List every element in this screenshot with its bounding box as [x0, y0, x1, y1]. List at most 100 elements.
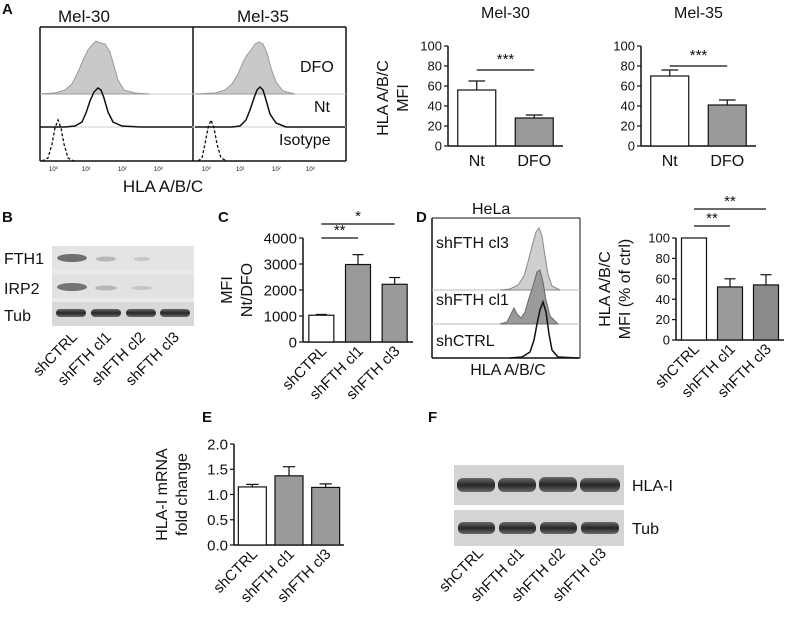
flow-d-label-cl3: shFTH cl3: [436, 235, 509, 252]
flow-tick-label: 10¹: [236, 167, 245, 173]
flow-tick-label: 10³: [306, 167, 315, 173]
flow-x-axis-label-a: HLA A/B/C: [123, 177, 203, 196]
bar: [514, 117, 554, 147]
bar: [344, 263, 372, 343]
blot-b-label-fth1: FTH1: [4, 251, 44, 268]
flow-tick-label: 10¹: [82, 167, 91, 173]
y-tick-label: 80: [656, 251, 670, 266]
significance-label: **: [706, 210, 718, 227]
y-tick-label: 100: [648, 231, 670, 246]
flow-row-label-isotype: Isotype: [279, 132, 331, 149]
blot-band: [134, 257, 150, 261]
mel35-dfo-histogram: [194, 41, 296, 95]
blot-band: [132, 286, 152, 290]
flow-tick-label: 10⁰: [49, 166, 59, 173]
blot-band: [580, 478, 620, 492]
panel-letter-d: D: [416, 209, 427, 226]
y-axis-label: fold change: [174, 453, 191, 536]
blot-band: [57, 283, 87, 291]
y-tick-label: 40: [428, 99, 442, 114]
significance-label: **: [334, 222, 346, 239]
panel-a: A Mel-30 Mel-35 DFO Nt Isotype 1: [2, 1, 412, 196]
flow-d-label-cl1: shFTH cl1: [436, 292, 509, 309]
blot-band: [540, 522, 577, 534]
y-tick-label: 1000: [264, 308, 297, 325]
significance-label: ***: [690, 47, 708, 64]
blot-band: [91, 309, 121, 317]
panel-letter-a: A: [2, 1, 13, 18]
y-axis-label: MFI: [219, 276, 236, 304]
blot-band: [160, 309, 190, 317]
y-tick-label: 80: [428, 59, 442, 74]
blot-band: [457, 478, 495, 492]
flow-ticks-mel30: 10⁰ 10¹ 10² 10³: [49, 166, 163, 173]
chart-title: Mel-35: [674, 5, 723, 22]
blot-band: [56, 309, 86, 317]
blot-b-label-tub: Tub: [4, 308, 31, 325]
y-tick-label: 1.5: [207, 462, 228, 479]
x-tick-label: Nt: [469, 153, 486, 170]
blot-f-label-tub: Tub: [632, 521, 659, 538]
blot-b-label-irp2: IRP2: [4, 281, 40, 298]
bar: [237, 486, 267, 546]
flow-ticks-mel35: 10⁰ 10¹ 10² 10³: [202, 166, 315, 173]
flow-tick-label: 10²: [118, 167, 127, 173]
mel30-nt-histogram: [40, 87, 192, 128]
mel30-dfo-histogram: [39, 40, 151, 95]
flow-histogram-d: shFTH cl3 shFTH cl1 shCTRL HLA A/B/C: [431, 217, 581, 379]
flow-d-title: HeLa: [472, 201, 510, 218]
panel-letter-b: B: [2, 209, 13, 226]
y-tick-label: 0.5: [207, 512, 228, 529]
y-tick-label: 100: [613, 39, 635, 54]
a-ylabel-line-1: HLA A/B/C: [375, 60, 392, 136]
y-tick-label: 20: [656, 312, 670, 327]
flow-col-title-mel35: Mel-35: [237, 7, 289, 26]
panel-b: B FTH1 IRP2 Tub shCTRL shFTH cl1 shFTH c…: [2, 209, 194, 389]
significance-label: *: [355, 208, 361, 225]
panel-e: E: [202, 409, 212, 426]
bar: [716, 286, 744, 341]
significance-label: ***: [497, 51, 515, 68]
y-tick-label: 40: [656, 292, 670, 307]
blot-band: [96, 256, 116, 262]
y-tick-label: 2000: [264, 282, 297, 299]
y-tick-label: 1.0: [207, 487, 228, 504]
bar: [707, 104, 747, 147]
a-ylabel-line-2: MFI: [395, 84, 412, 112]
y-tick-label: 40: [621, 99, 635, 114]
x-tick-label: Nt: [662, 153, 679, 170]
bar: [274, 475, 304, 546]
y-tick-label: 3000: [264, 256, 297, 273]
y-tick-label: 2.0: [207, 436, 228, 453]
flow-tick-label: 10⁰: [202, 166, 212, 173]
blot-band: [95, 285, 117, 291]
mel35-nt-histogram: [195, 85, 345, 128]
blot-band: [539, 477, 577, 492]
flow-tick-label: 10²: [272, 167, 281, 173]
panel-letter-f: F: [428, 409, 437, 426]
panel-d: D HeLa shFTH cl3 shFTH cl1 shCTRL HLA A/…: [416, 201, 581, 379]
bar: [650, 75, 690, 147]
blot-band: [126, 309, 156, 317]
flow-d-x-axis-label: HLA A/B/C: [470, 362, 546, 379]
y-tick-label: 80: [621, 59, 635, 74]
bar: [457, 89, 497, 147]
y-tick-label: 0: [628, 139, 635, 154]
flow-tick-label: 10³: [154, 167, 163, 173]
blot-band: [498, 478, 536, 492]
a-shared-y-axis-title: HLA A/B/C MFI: [375, 60, 412, 136]
bar: [680, 237, 708, 341]
flow-d-label-shctrl: shCTRL: [436, 333, 495, 350]
y-tick-label: 100: [420, 39, 442, 54]
x-tick-label: DFO: [710, 153, 744, 170]
chart-a-mel30: 0 20 40 60 80 100 Nt DFO Mel-30 ***: [420, 5, 563, 170]
panel-letter-e: E: [202, 409, 212, 426]
blot-band: [458, 522, 495, 534]
bar: [381, 283, 408, 343]
y-tick-label: 0.0: [207, 537, 228, 554]
y-tick-label: 0: [289, 334, 297, 351]
panel-c: C: [218, 209, 229, 226]
